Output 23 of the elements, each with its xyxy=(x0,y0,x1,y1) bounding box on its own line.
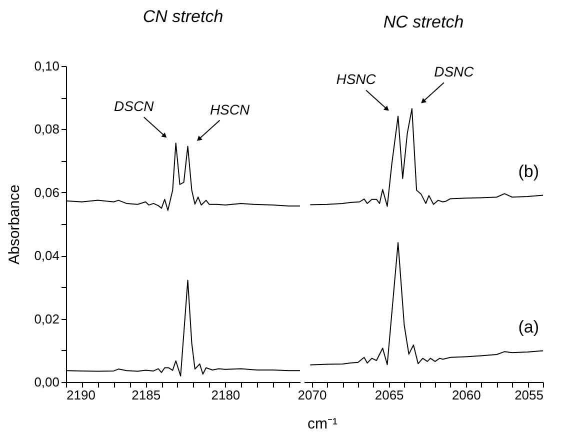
chart-title: CN stretch xyxy=(142,7,224,26)
annotation: DSCN xyxy=(114,98,155,114)
x-tick-label: 2190 xyxy=(66,388,96,402)
y-tick-label: 0,04 xyxy=(34,248,60,264)
annotation: HSNC xyxy=(336,71,377,88)
x-tick-label: 2185 xyxy=(132,388,161,402)
y-tick-label: 0,06 xyxy=(34,184,60,200)
x-axis-title: cm⁻¹ xyxy=(308,416,338,432)
series-label: (b) xyxy=(518,162,539,182)
annotation: DSNC xyxy=(434,64,475,80)
x-tick-label: 2180 xyxy=(211,388,240,402)
y-tick-label: 0,10 xyxy=(34,58,60,74)
y-tick-label: 0,02 xyxy=(34,311,60,326)
y-tick-label: 0,00 xyxy=(34,374,60,390)
y-tick-label: 0,08 xyxy=(34,122,60,137)
x-tick-label: 2055 xyxy=(514,388,544,402)
series-label: (a) xyxy=(518,318,539,337)
x-tick-label: 2070 xyxy=(298,388,327,402)
x-tick-label: 2065 xyxy=(374,388,404,402)
y-axis-title: Absorbance xyxy=(6,184,24,265)
chart-title: NC stretch xyxy=(383,12,464,32)
annotation: HSCN xyxy=(210,101,250,118)
x-tick-label: 2060 xyxy=(452,388,481,402)
